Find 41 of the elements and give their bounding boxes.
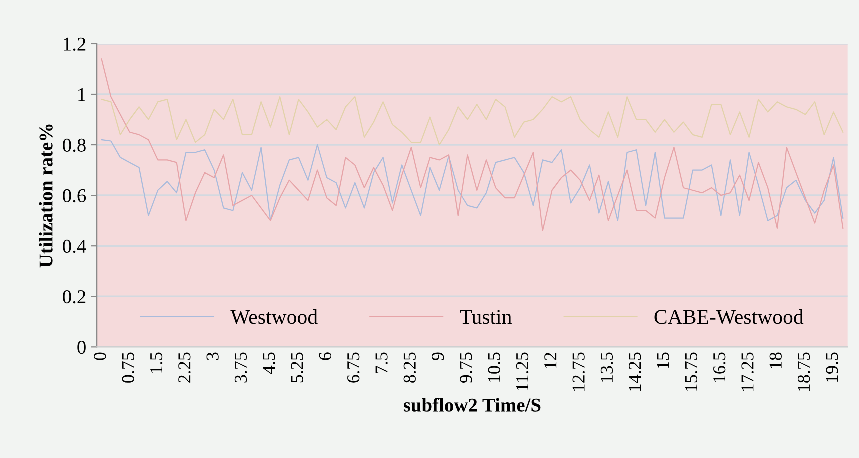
line-series — [101, 58, 844, 232]
x-tick-label: 17.25 — [742, 352, 754, 392]
x-tick-label: 6.75 — [348, 352, 360, 383]
x-tick-label: 0.75 — [122, 352, 135, 383]
x-tick-label: 19.5 — [826, 352, 838, 382]
x-tick-label: 5.25 — [291, 352, 304, 383]
x-tick-label: 3 — [206, 352, 219, 360]
y-axis-title: Utilization rate% — [39, 124, 53, 268]
y-tick-label: 0.8 — [63, 138, 86, 152]
x-tick-label: 18.75 — [798, 352, 810, 392]
y-tick-label: 1 — [78, 88, 86, 102]
y-tick-label: 0.4 — [63, 240, 86, 254]
x-tick-label: 0 — [94, 352, 106, 360]
x-tick-label: 14.25 — [629, 352, 642, 392]
x-tick-label: 16.5 — [714, 352, 726, 382]
legend-label: CABE-Westwood — [654, 310, 804, 324]
x-tick-label: 8.25 — [404, 352, 416, 383]
x-tick-label: 3.75 — [234, 352, 248, 383]
x-axis-title: subflow2 Time/S — [404, 398, 541, 412]
legend-label: Westwood — [230, 310, 318, 324]
x-tick-label: 18 — [770, 352, 782, 368]
x-tick-label: 12 — [544, 353, 557, 368]
x-tick-label: 6 — [319, 352, 332, 360]
y-tick-label: 0.6 — [63, 189, 86, 203]
y-tick-label: 1.2 — [64, 38, 86, 51]
x-tick-label: 12.75 — [572, 352, 585, 392]
legend-label: Tustin — [460, 310, 512, 324]
x-tick-label: 2.25 — [178, 352, 191, 383]
x-tick-label: 9.75 — [460, 352, 472, 384]
x-tick-label: 13.5 — [600, 352, 614, 382]
x-tick-label: 10.5 — [488, 352, 501, 382]
y-tick-label: 0.2 — [63, 290, 86, 304]
x-tick-label: 4.5 — [263, 352, 276, 374]
x-tick-label: 11.25 — [516, 352, 529, 390]
x-tick-label: 1.5 — [150, 352, 163, 374]
x-tick-label: 15 — [657, 352, 670, 368]
x-tick-label: 15.75 — [685, 352, 698, 392]
line-series — [101, 139, 844, 222]
x-tick-label: 9 — [432, 352, 444, 360]
x-tick-label: 7.5 — [376, 352, 388, 374]
line-series — [101, 96, 844, 146]
